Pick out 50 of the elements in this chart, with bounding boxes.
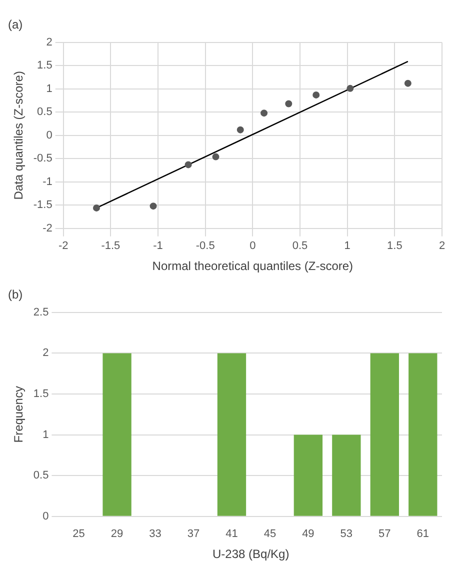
y-tick-label: -1.5 [33, 199, 52, 212]
x-tick-label: 0.5 [292, 240, 308, 252]
x-tick-label: -2 [58, 240, 68, 252]
x-tick-label: 1.5 [387, 240, 402, 252]
x-tick-label: 2 [438, 240, 446, 252]
y-axis-title: Frequency [12, 386, 26, 443]
x-tick-label: 41 [226, 528, 238, 540]
x-tick-label: 25 [72, 528, 85, 540]
y-tick-label: 2.5 [33, 306, 49, 318]
x-axis-title: Normal theoretical quantiles (Z-score) [152, 259, 354, 274]
x-tick-label: 33 [149, 528, 162, 540]
y-tick-label: 1.5 [37, 60, 52, 72]
y-tick-label: 2 [46, 36, 52, 48]
x-tick-label: -0.5 [196, 240, 215, 252]
chart-title: (b) [8, 288, 23, 302]
x-tick-label: 61 [416, 528, 430, 540]
x-tick-label: 37 [187, 528, 200, 540]
x-tick-label: 29 [110, 528, 124, 540]
point [346, 84, 354, 92]
x-tick-label: 45 [264, 528, 276, 540]
point [184, 161, 192, 168]
x-tick-label: 57 [378, 528, 391, 540]
y-tick-label: 0.5 [37, 106, 52, 118]
y-axis-title: Data quantiles (Z-score) [12, 71, 26, 200]
y-tick-label: 1 [42, 428, 49, 441]
point [92, 204, 100, 212]
x-tick-label: -1 [153, 240, 163, 252]
point [404, 80, 412, 87]
point [150, 202, 157, 210]
chart-title: (a) [8, 18, 23, 32]
y-tick-label: 1 [46, 82, 52, 95]
y-tick-label: 0 [42, 510, 49, 522]
point [236, 126, 244, 134]
point [260, 110, 268, 117]
point [285, 100, 292, 108]
point [312, 91, 320, 98]
x-tick-label: 49 [302, 528, 314, 540]
x-tick-label: -1.5 [101, 240, 120, 252]
y-tick-label: 0.5 [33, 470, 49, 482]
x-axis-title: U-238 (Bq/Kg) [212, 547, 290, 562]
x-tick-label: 0 [250, 240, 256, 252]
y-tick-label: -1 [42, 176, 52, 188]
y-tick-label: 0 [46, 129, 52, 142]
x-tick-label: 53 [340, 528, 353, 540]
x-tick-label: 1 [344, 240, 350, 252]
y-tick-label: -0.5 [33, 152, 52, 165]
y-tick-label: 1.5 [33, 388, 49, 400]
point [212, 153, 220, 160]
y-tick-label: -2 [42, 222, 52, 234]
y-tick-label: 2 [42, 347, 49, 360]
